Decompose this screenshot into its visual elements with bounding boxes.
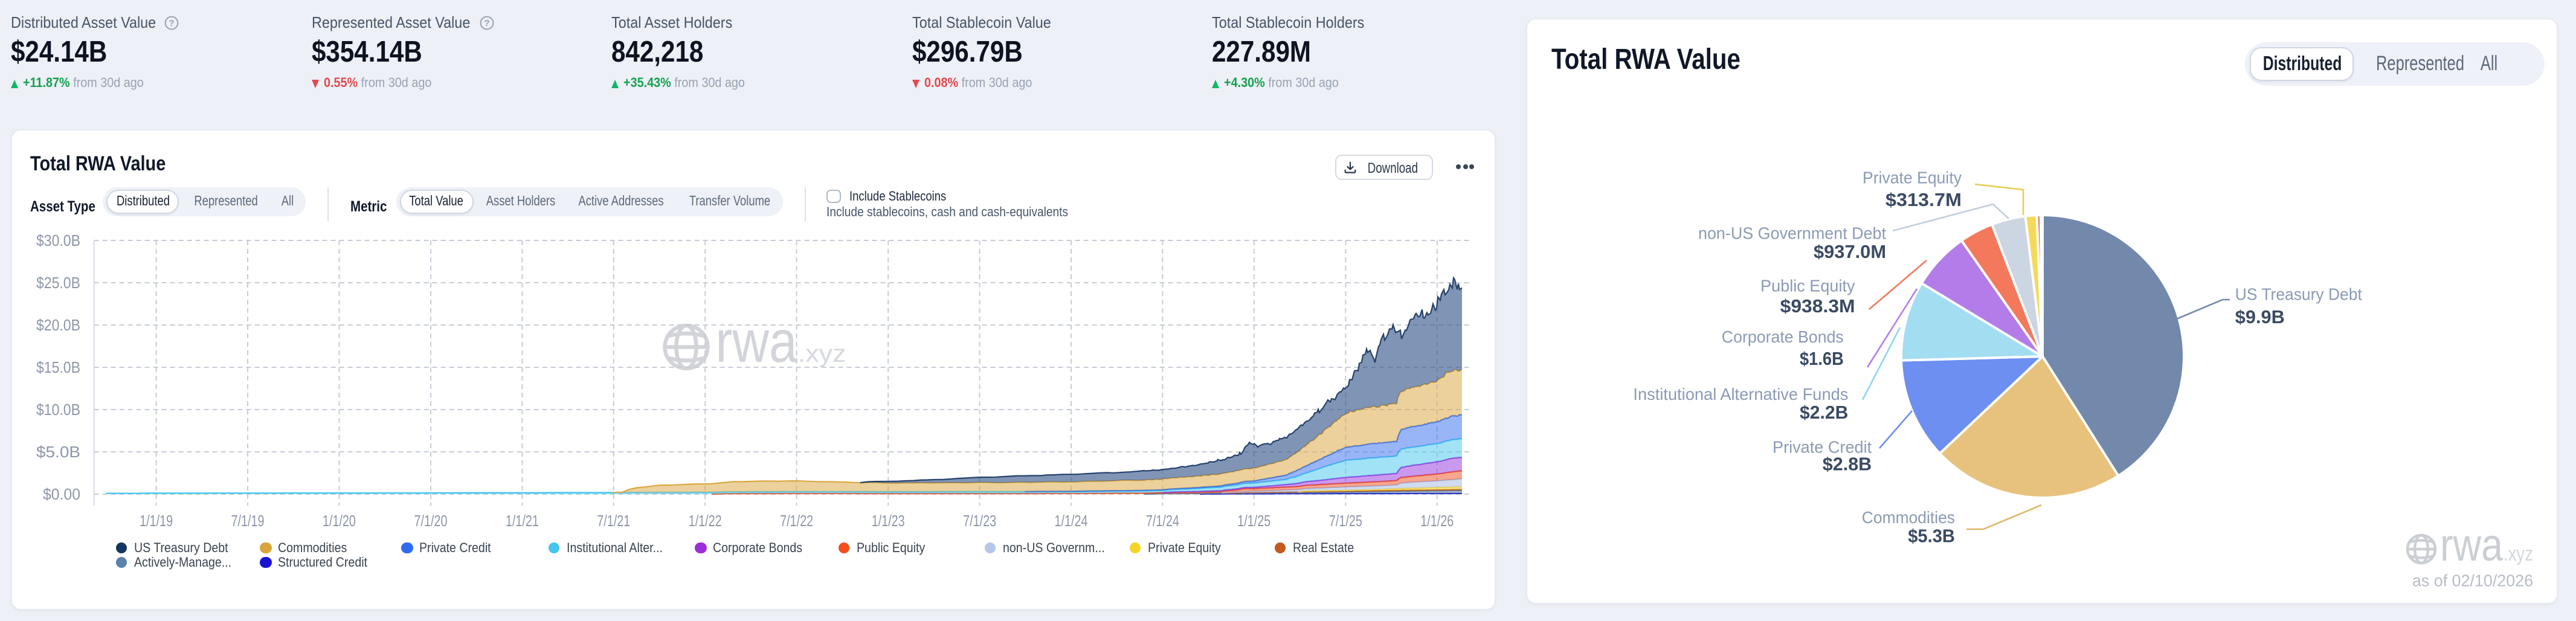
svg-text:Private Equity: Private Equity xyxy=(1862,169,1961,187)
svg-text:1/1/20: 1/1/20 xyxy=(323,511,356,529)
svg-text:1/1/26: 1/1/26 xyxy=(1421,511,1454,529)
svg-text:non-US Government Debt: non-US Government Debt xyxy=(1698,224,1885,242)
svg-text:7/1/24: 7/1/24 xyxy=(1146,511,1179,529)
svg-text:$938.3M: $938.3M xyxy=(1780,295,1855,317)
svg-text:1/1/25: 1/1/25 xyxy=(1238,511,1271,529)
svg-text:$0.00: $0.00 xyxy=(43,485,80,503)
svg-text:7/1/21: 7/1/21 xyxy=(597,511,631,529)
svg-text:as of 02/10/2026: as of 02/10/2026 xyxy=(2412,571,2533,590)
svg-text:$25.0B: $25.0B xyxy=(36,274,80,292)
svg-text:$10.0B: $10.0B xyxy=(36,401,80,419)
svg-text:$15.0B: $15.0B xyxy=(36,358,80,376)
svg-text:1/1/24: 1/1/24 xyxy=(1055,511,1088,529)
svg-text:7/1/19: 7/1/19 xyxy=(231,511,265,529)
svg-text:$313.7M: $313.7M xyxy=(1885,189,1961,210)
svg-text:7/1/25: 7/1/25 xyxy=(1329,511,1362,529)
svg-text:$20.0B: $20.0B xyxy=(36,316,80,334)
svg-text:$1.6B: $1.6B xyxy=(1799,348,1843,369)
svg-text:$5.3B: $5.3B xyxy=(1907,525,1954,546)
svg-text:$937.0M: $937.0M xyxy=(1813,241,1885,262)
svg-text:Private Credit: Private Credit xyxy=(1772,438,1871,457)
svg-text:?: ? xyxy=(169,18,175,28)
svg-text:Corporate Bonds: Corporate Bonds xyxy=(1721,327,1843,346)
svg-text:$2.8B: $2.8B xyxy=(1822,453,1871,474)
svg-text:US Treasury Debt: US Treasury Debt xyxy=(2235,285,2362,304)
svg-text:7/1/22: 7/1/22 xyxy=(780,511,813,529)
svg-text:Public Equity: Public Equity xyxy=(1760,277,1855,295)
svg-text:7/1/23: 7/1/23 xyxy=(963,511,996,529)
svg-text:1/1/23: 1/1/23 xyxy=(872,511,905,529)
svg-text:$30.0B: $30.0B xyxy=(36,231,80,249)
svg-text:Institutional Alternative Fund: Institutional Alternative Funds xyxy=(1632,385,1847,404)
svg-text:rwa: rwa xyxy=(2439,520,2503,571)
svg-text:.xyz: .xyz xyxy=(798,339,846,367)
svg-text:1/1/21: 1/1/21 xyxy=(506,511,539,529)
svg-text:rwa: rwa xyxy=(716,308,798,375)
svg-text:$9.9B: $9.9B xyxy=(2235,306,2284,327)
svg-text:7/1/20: 7/1/20 xyxy=(414,511,448,529)
svg-text:1/1/22: 1/1/22 xyxy=(689,511,722,529)
svg-text:$5.0B: $5.0B xyxy=(36,443,80,461)
svg-text:$2.2B: $2.2B xyxy=(1799,402,1847,423)
svg-text:?: ? xyxy=(484,18,489,28)
svg-text:.xyz: .xyz xyxy=(2503,542,2533,565)
svg-text:1/1/19: 1/1/19 xyxy=(140,511,173,529)
svg-text:Commodities: Commodities xyxy=(1861,508,1954,527)
